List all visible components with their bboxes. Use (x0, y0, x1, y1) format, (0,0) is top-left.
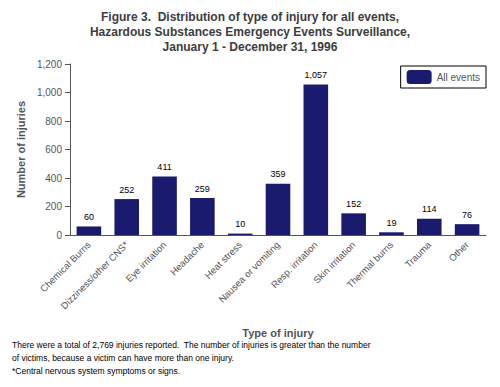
svg-text:Hazardous Substances Emergency: Hazardous Substances Emergency Events Su… (90, 25, 410, 39)
svg-text:Type of injury: Type of injury (242, 327, 314, 339)
svg-text:Heat stress: Heat stress (202, 239, 245, 281)
svg-text:10: 10 (235, 219, 245, 229)
svg-text:January 1 - December 31, 1996: January 1 - December 31, 1996 (163, 40, 338, 54)
svg-text:Nausea or vomiting: Nausea or vomiting (216, 239, 282, 305)
svg-text:259: 259 (195, 184, 210, 194)
svg-text:359: 359 (270, 169, 285, 179)
svg-text:Resp. irritation: Resp. irritation (269, 239, 320, 290)
svg-text:1,000: 1,000 (37, 87, 62, 98)
svg-text:1,057: 1,057 (305, 70, 328, 80)
svg-text:400: 400 (45, 173, 62, 184)
svg-text:Other: Other (446, 239, 471, 264)
svg-text:There were a total of 2,769 in: There were a total of 2,769 injuries rep… (12, 340, 371, 350)
svg-text:All events: All events (437, 72, 480, 83)
svg-text:76: 76 (462, 210, 472, 220)
svg-text:600: 600 (45, 144, 62, 155)
svg-text:252: 252 (119, 185, 134, 195)
svg-text:*Central nervous system sympto: *Central nervous system symptoms or sign… (12, 366, 180, 376)
svg-text:Dizziness/other CNS*: Dizziness/other CNS* (58, 239, 130, 311)
svg-text:Skin irritation: Skin irritation (311, 239, 358, 286)
svg-text:800: 800 (45, 116, 62, 127)
svg-text:411: 411 (157, 162, 171, 172)
svg-text:1,200: 1,200 (37, 59, 62, 70)
svg-text:Headache: Headache (168, 239, 206, 277)
svg-text:60: 60 (84, 212, 94, 222)
svg-text:Eye irritation: Eye irritation (123, 239, 168, 284)
svg-text:Chemical Burns: Chemical Burns (37, 239, 93, 295)
svg-text:Figure 3. Distribution of typ: Figure 3. Distribution of type of injury… (101, 10, 399, 24)
svg-text:of victims, because a victim c: of victims, because a victim can have mo… (12, 353, 234, 363)
svg-text:114: 114 (422, 204, 436, 214)
svg-text:Trauma: Trauma (403, 239, 434, 270)
svg-text:152: 152 (346, 199, 361, 209)
svg-text:Thermal burns: Thermal burns (344, 239, 395, 290)
svg-text:19: 19 (386, 218, 396, 228)
svg-text:Number of injuries: Number of injuries (15, 101, 27, 198)
svg-text:200: 200 (45, 201, 62, 212)
svg-text:0: 0 (56, 230, 62, 241)
